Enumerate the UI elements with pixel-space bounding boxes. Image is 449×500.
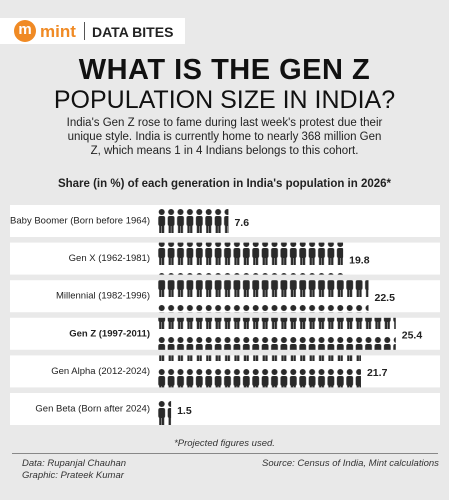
source: Source: Census of India, Mint calculatio… — [262, 458, 439, 469]
title-line: POPULATION SIZE IN INDIA? — [53, 86, 396, 114]
value-label: 21.7 — [367, 367, 388, 379]
pictogram-bar — [157, 355, 361, 388]
credit: Data: Rupanjal Chauhan — [22, 458, 127, 469]
logo-mark: m — [14, 20, 36, 42]
credit: Graphic: Prateek Kumar — [22, 470, 124, 481]
category-label: Millennial (1982-1996) — [56, 291, 150, 302]
divider — [84, 22, 85, 40]
pictogram-bar — [157, 205, 229, 237]
pictogram-bar — [157, 242, 344, 275]
value-label: 25.4 — [402, 330, 423, 342]
row-panel — [10, 393, 440, 425]
rule — [12, 453, 438, 454]
category-label: Gen Z (1997-2011) — [69, 328, 150, 339]
value-label: 22.5 — [375, 292, 396, 304]
description: India's Gen Z rose to fame during last w… — [66, 117, 383, 157]
pictogram-bar — [157, 393, 172, 425]
title-line: WHAT IS THE GEN Z — [78, 54, 371, 86]
value-label: 1.5 — [177, 405, 192, 417]
value-label: 7.6 — [234, 217, 249, 229]
value-label: 19.8 — [349, 254, 370, 266]
section-label: DATA BITES — [92, 24, 174, 40]
pictogram-bar — [157, 317, 396, 350]
logo-text: mint — [40, 22, 76, 41]
category-label: Gen Alpha (2012-2024) — [51, 366, 150, 377]
category-label: Baby Boomer (Born before 1964) — [10, 216, 150, 227]
subtitle: Share (in %) of each generation in India… — [57, 178, 392, 190]
category-label: Gen X (1962-1981) — [69, 253, 150, 264]
category-label: Gen Beta (Born after 2024) — [35, 404, 150, 415]
pictogram-bar — [157, 280, 369, 313]
note: *Projected figures used. — [174, 438, 275, 449]
